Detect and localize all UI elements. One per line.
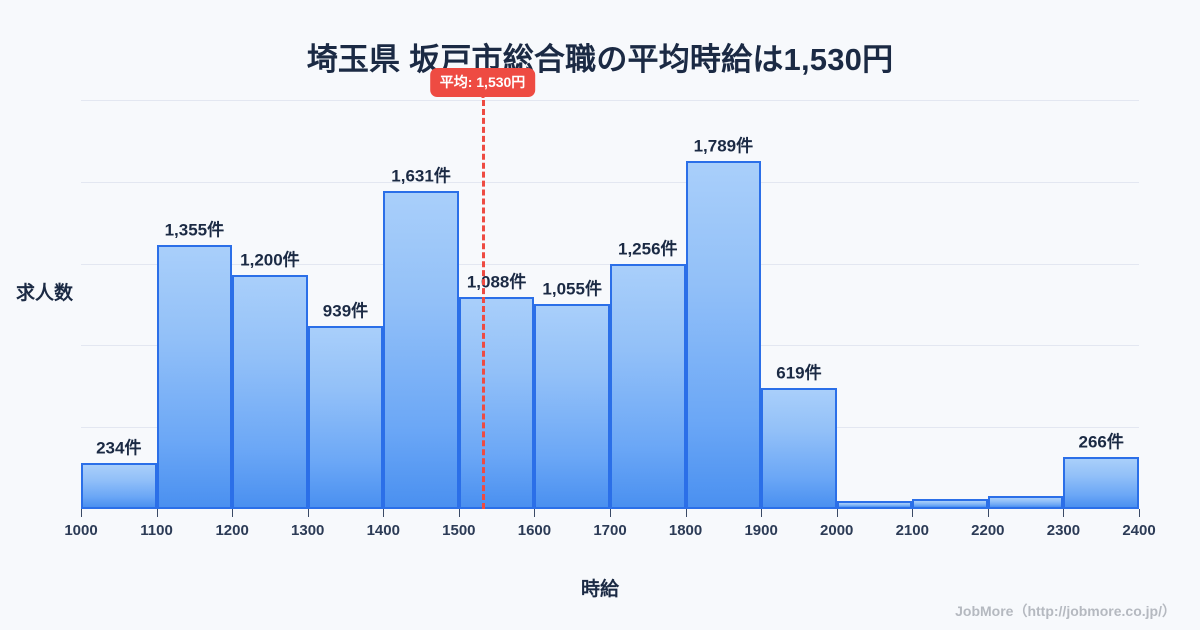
x-tick-mark: [307, 509, 309, 517]
bar-value-label: 1,088件: [466, 272, 527, 292]
bar-value-label: 939件: [322, 301, 369, 321]
bars-layer: 234件 1,355件 1,200件 939件 1,631件 1,088件 1,055件 1,…: [81, 100, 1139, 509]
x-tick-label: 2300: [1046, 522, 1081, 539]
x-tick-mark: [534, 509, 536, 517]
x-tick-label: 1000: [64, 522, 98, 539]
bar[interactable]: [232, 275, 308, 509]
x-tick-label: 1800: [668, 522, 703, 539]
bar-value-label: 266件: [1078, 432, 1124, 452]
x-tick-mark: [81, 509, 82, 517]
x-tick-mark: [685, 509, 687, 517]
x-tick-mark: [458, 509, 460, 517]
bar-value-label: 1,256件: [618, 239, 678, 259]
bar[interactable]: [610, 264, 686, 509]
average-badge: 平均: 1,530円: [429, 68, 536, 97]
x-tick-label: 1600: [517, 522, 552, 539]
x-tick-mark: [761, 509, 763, 517]
bar-value-label: 619件: [776, 363, 822, 383]
x-tick-mark: [987, 509, 989, 517]
bar[interactable]: [458, 297, 535, 509]
bar-value-label: 1,055件: [542, 278, 602, 298]
bar[interactable]: [685, 160, 762, 509]
x-tick-mark: [232, 509, 234, 517]
bar[interactable]: [1063, 457, 1139, 509]
bar[interactable]: [156, 245, 233, 509]
average-line: [481, 100, 485, 509]
watermark: JobMore（http://jobmore.co.jp/）: [955, 603, 1176, 619]
bar[interactable]: [383, 191, 459, 509]
bar[interactable]: [534, 303, 610, 509]
x-tick-mark: [836, 509, 838, 517]
x-tick-label: 1500: [442, 522, 476, 539]
x-tick-label: 2100: [895, 522, 929, 539]
page-title: 埼玉県 坂戸市総合職の平均時給は1,530円: [306, 42, 894, 77]
bar-value-label: 1,355件: [164, 220, 225, 240]
bar[interactable]: [307, 326, 384, 509]
bar-value-label: 1,200件: [240, 250, 300, 270]
x-tick-mark: [610, 509, 611, 517]
x-tick-mark: [1063, 509, 1065, 517]
gridline: [81, 181, 1139, 183]
gridline: [81, 100, 1139, 101]
x-tick-label: 2000: [820, 522, 854, 539]
x-axis-title: 時給: [580, 579, 619, 600]
bar[interactable]: [761, 388, 837, 509]
bar[interactable]: [912, 498, 988, 509]
x-tick-label: 1400: [366, 522, 400, 539]
plot-area: 234件 1,355件 1,200件 939件 1,631件 1,088件 1,055件 1,…: [81, 68, 1139, 509]
x-tick-label: 1900: [744, 522, 778, 539]
x-tick-mark: [912, 509, 914, 517]
x-tick-mark: [156, 509, 158, 517]
bar-value-label: 1,789件: [693, 136, 754, 156]
x-tick-label: 1100: [140, 522, 173, 539]
bar[interactable]: [81, 463, 157, 509]
x-tick-label: 1700: [593, 522, 627, 539]
y-axis-title: 求人数: [16, 283, 74, 304]
bar[interactable]: [836, 501, 913, 509]
x-tick-label: 1200: [215, 522, 249, 539]
x-tick-label: 2400: [1122, 522, 1156, 539]
x-tick-label: 2200: [971, 522, 1005, 539]
bar[interactable]: [987, 496, 1064, 509]
x-tick-label: 1300: [291, 522, 325, 539]
gridline: [81, 263, 1139, 265]
x-tick-mark: [1139, 509, 1140, 517]
bar-value-label: 1,631件: [391, 166, 451, 186]
x-tick-mark: [383, 509, 385, 517]
bar-value-label: 234件: [96, 438, 142, 458]
